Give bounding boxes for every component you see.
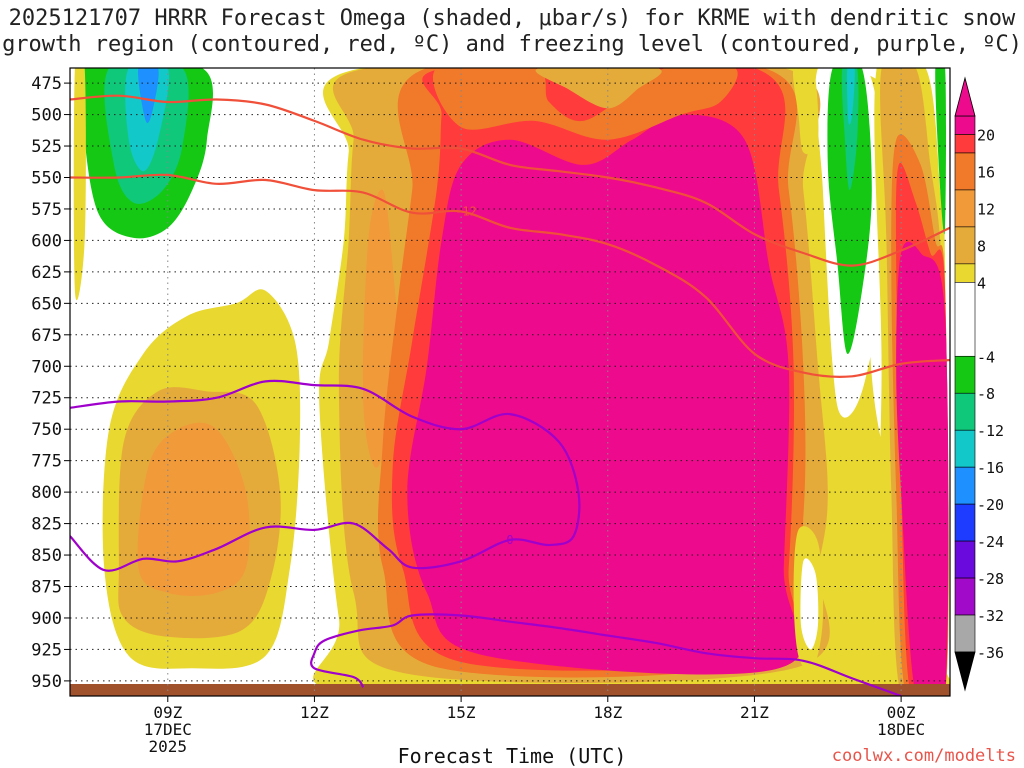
omega-region — [407, 114, 802, 675]
y-tick-label: 750 — [31, 420, 62, 440]
colorbar-swatch — [954, 263, 976, 283]
omega-region — [137, 422, 250, 596]
colorbar-label: 16 — [977, 163, 995, 181]
omega-region — [846, 68, 855, 125]
omega-region — [432, 68, 738, 140]
y-tick-label: 725 — [31, 389, 62, 409]
omega-region — [935, 68, 947, 235]
colorbar-label: -12 — [977, 422, 1004, 440]
credit-link[interactable]: coolwx.com/modelts — [831, 746, 1016, 766]
colorbar-label: -20 — [977, 496, 1004, 514]
y-tick-label: 950 — [31, 672, 62, 692]
colorbar-swatch — [954, 503, 976, 542]
freezing-level-contour — [310, 613, 902, 696]
colorbar-swatch — [954, 540, 976, 579]
y-tick-label: 525 — [31, 137, 62, 157]
colorbar-swatch — [954, 226, 976, 265]
x-tick-label: 09Z — [153, 703, 182, 722]
chart-title-line-2: growth region (contoured, red, ºC) and f… — [2, 32, 1022, 57]
ground-surface — [70, 684, 950, 696]
y-tick-label: 675 — [31, 326, 62, 346]
omega-region — [896, 241, 949, 696]
y-tick-label: 600 — [31, 231, 62, 251]
y-tick-label: 925 — [31, 640, 62, 660]
omega-region — [138, 68, 159, 123]
x-tick-label: 00Z — [887, 703, 916, 722]
omega-region — [73, 68, 86, 301]
colorbar-swatch — [954, 189, 976, 228]
y-tick-label: 775 — [31, 452, 62, 472]
colorbar-swatch — [954, 392, 976, 431]
y-tick-label: 700 — [31, 357, 62, 377]
colorbar-swatch — [954, 282, 976, 357]
omega-region — [535, 68, 662, 109]
x-tick-label: 15Z — [447, 703, 476, 722]
y-tick-label: 625 — [31, 263, 62, 283]
x-tick-date-label: 17DEC — [144, 720, 192, 739]
y-tick-label: 850 — [31, 546, 62, 566]
dgz-contour — [70, 94, 950, 267]
colorbar-swatch — [954, 614, 976, 653]
colorbar-label: -32 — [977, 607, 1004, 625]
y-tick-label: 800 — [31, 483, 62, 503]
dgz-contour — [70, 173, 950, 378]
chart-title-line-1: 2025121707 HRRR Forecast Omega (shaded, … — [8, 6, 1016, 31]
omega-region — [841, 68, 859, 191]
colorbar-swatch — [954, 355, 976, 394]
omega-shading — [73, 68, 950, 696]
y-tick-label: 825 — [31, 515, 62, 535]
grid — [70, 68, 950, 696]
colorbar-label: -36 — [977, 644, 1004, 662]
colorbar-label: 4 — [977, 274, 986, 292]
x-tick-date-label: 2025 — [149, 737, 188, 756]
colorbar-swatch — [954, 134, 976, 154]
x-tick-label: 21Z — [740, 703, 769, 722]
y-axis: 475 500 525 550 575 600 625 650 675 700 725 750 775 8… — [31, 74, 70, 692]
plot-frame — [69, 67, 951, 697]
colorbar-swatch — [954, 429, 976, 468]
colorbar-label: 8 — [977, 237, 986, 255]
colorbar-label: 20 — [977, 126, 995, 144]
contour-label: 0 — [506, 533, 513, 547]
y-tick-label: 575 — [31, 200, 62, 220]
x-tick-label: 12Z — [300, 703, 329, 722]
colorbar-label: -16 — [977, 459, 1004, 477]
colorbar-swatch — [954, 466, 976, 505]
colorbar-label: -4 — [977, 348, 995, 366]
colorbar-label: 12 — [977, 200, 995, 218]
y-tick-label: 900 — [31, 609, 62, 629]
colorbar-label: -24 — [977, 533, 1004, 551]
x-tick-label: 18Z — [593, 703, 622, 722]
colorbar-swatch — [954, 577, 976, 616]
colorbar-max-arrow — [954, 76, 976, 117]
contour-lines: -120 — [70, 94, 950, 696]
x-tick-date-label: 18DEC — [877, 720, 925, 739]
y-tick-label: 875 — [31, 578, 62, 598]
colorbar-label: -8 — [977, 385, 995, 403]
omega-region — [793, 68, 819, 155]
y-tick-label: 475 — [31, 74, 62, 94]
y-tick-label: 550 — [31, 168, 62, 188]
colorbar-label: -28 — [977, 570, 1004, 588]
colorbar-swatch — [954, 115, 976, 135]
omega-region — [800, 558, 819, 650]
colorbar-min-arrow — [954, 651, 976, 692]
x-axis-title: Forecast Time (UTC) — [397, 744, 627, 768]
colorbar-swatch — [954, 152, 976, 191]
y-tick-label: 650 — [31, 294, 62, 314]
colorbar: 20 16 12 8 4 -4 -8 -12 -16 -20 -24 -28 -32 -36 — [954, 76, 1004, 692]
y-tick-label: 500 — [31, 106, 62, 126]
omega-region — [827, 68, 872, 354]
freezing-level-contour — [70, 379, 581, 572]
